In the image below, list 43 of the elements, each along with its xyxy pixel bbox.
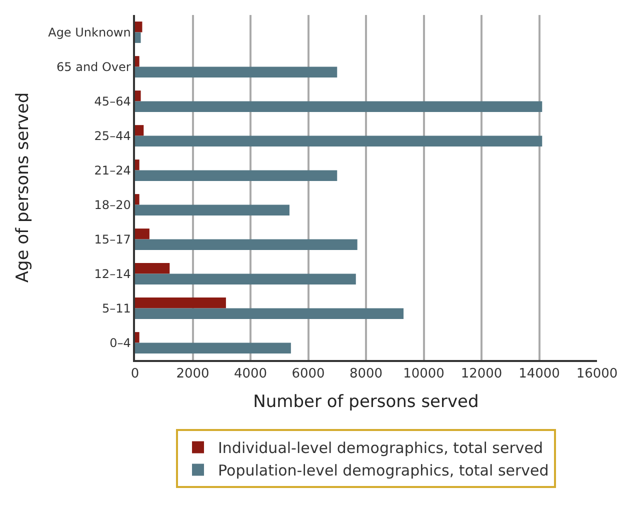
bar [135, 263, 170, 274]
x-tick-label: 12000 [460, 366, 502, 382]
x-tick-label: 6000 [292, 366, 325, 382]
bar [135, 32, 141, 43]
legend-label: Population-level demographics, total served [218, 462, 549, 480]
bar [135, 66, 338, 78]
y-tick-label: 21–24 [94, 163, 131, 178]
x-tick-label: 14000 [518, 366, 560, 382]
bar [135, 308, 404, 319]
x-tick-label: 0 [130, 366, 140, 382]
y-tick-label: Age Unknown [48, 25, 131, 40]
y-tick-label: 0–4 [110, 336, 131, 350]
y-tick-label: 45–64 [94, 94, 131, 108]
bar [135, 22, 142, 32]
x-tick-label: 2000 [176, 366, 210, 382]
x-tick-label: 10000 [403, 366, 444, 382]
bar [135, 90, 141, 102]
x-tick-label: 16000 [576, 366, 618, 382]
bar [135, 56, 140, 67]
y-axis-title: Age of persons served [13, 92, 34, 283]
bar [135, 274, 356, 284]
bar [135, 332, 140, 343]
x-tick-label: 8000 [349, 366, 383, 382]
y-tick-label: 15–17 [94, 232, 131, 246]
y-tick-label: 25–44 [94, 128, 131, 143]
bar [135, 101, 542, 112]
bar [135, 204, 290, 216]
bar [135, 136, 542, 146]
y-tick-label: 12–14 [94, 266, 131, 281]
bar [135, 298, 226, 308]
x-tick-label: 4000 [234, 366, 268, 382]
bar [135, 239, 358, 250]
bar [135, 125, 144, 136]
y-tick-label: 65 and Over [56, 60, 131, 74]
x-axis-title: Number of persons served [253, 392, 479, 412]
legend-label: Individual-level demographics, total served [218, 439, 544, 458]
bar [135, 342, 291, 354]
bar [135, 194, 140, 205]
bar [135, 228, 150, 240]
bar [135, 170, 338, 181]
bar [135, 160, 140, 170]
y-tick-label: 18–20 [94, 198, 131, 212]
y-tick-label: 5–11 [102, 301, 131, 316]
